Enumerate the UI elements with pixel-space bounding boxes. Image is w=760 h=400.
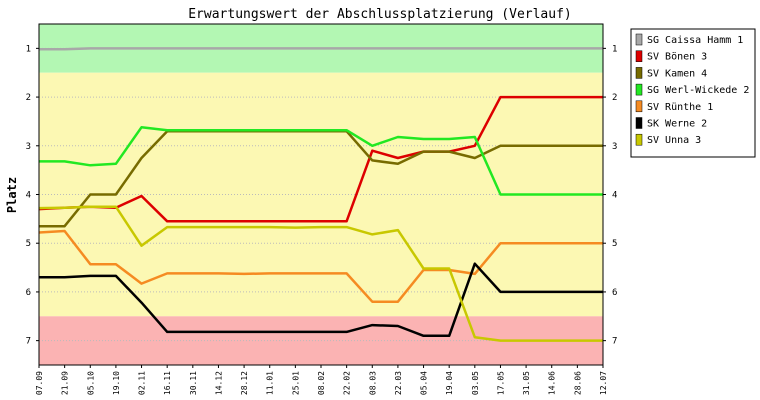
x-tick-label: 08.02 <box>317 371 326 395</box>
x-tick-label: 12.07 <box>599 371 608 395</box>
x-tick-label: 28.12 <box>240 371 249 395</box>
y-tick-label-right: 1 <box>612 44 617 54</box>
legend: SG Caissa Hamm 1 SV Bönen 3 SV Kamen 4 SG W… <box>630 28 756 158</box>
x-tick-label: 28.06 <box>573 371 582 395</box>
x-tick-label: 19.04 <box>445 371 454 395</box>
y-tick-label: 3 <box>26 142 31 152</box>
series-line-6 <box>38 205 603 342</box>
y-tick-label-right: 4 <box>612 191 617 201</box>
y-tick-label: 4 <box>26 191 31 201</box>
y-tick-label: 2 <box>26 93 31 103</box>
y-ticks-right: 1 2 3 4 5 6 7 <box>603 44 617 347</box>
x-tick-label: 03.05 <box>471 371 480 395</box>
legend-label: SV Kamen 4 <box>647 68 707 79</box>
x-tick-label: 17.05 <box>496 371 505 395</box>
series-line-3 <box>39 126 603 196</box>
x-tick-label: 02.11 <box>138 371 147 395</box>
y-axis-label: Platz <box>5 177 19 213</box>
series-line-1 <box>38 95 603 223</box>
y-tick-label: 7 <box>26 337 31 347</box>
legend-swatch <box>635 67 643 79</box>
legend-label: SG Caissa Hamm 1 <box>647 35 743 46</box>
x-tick-label: 05.10 <box>86 371 95 395</box>
x-tick-label: 14.12 <box>214 371 223 395</box>
legend-label: SV Unna 3 <box>647 135 701 146</box>
legend-label: SV Rünthe 1 <box>647 102 713 113</box>
legend-box <box>630 28 756 158</box>
legend-swatch <box>635 83 643 96</box>
y-tick-label: 5 <box>26 239 31 249</box>
chart-title: Erwartungswert der Abschlussplatzierung … <box>188 7 572 22</box>
series-line-5 <box>39 262 603 338</box>
y-tick-label-right: 3 <box>612 142 617 152</box>
legend-label: SK Werne 2 <box>647 119 707 130</box>
series-line-0 <box>39 47 603 51</box>
x-tick-label: 22.03 <box>394 371 403 395</box>
y-tick-label: 6 <box>26 288 31 298</box>
x-tick-label: 31.05 <box>522 371 531 395</box>
x-tick-label: 16.11 <box>163 371 172 395</box>
legend-swatch <box>635 133 643 146</box>
y-tick-label-right: 7 <box>612 337 617 347</box>
legend-label: SV Bönen 3 <box>647 52 707 63</box>
series-line-4 <box>38 229 603 303</box>
legend-label: SG Werl-Wickede 2 <box>647 85 749 96</box>
x-tick-label: 22.02 <box>343 371 352 395</box>
series-lines <box>38 47 603 342</box>
y-ticks-left: 1 2 3 4 5 6 7 <box>26 44 39 347</box>
legend-swatch <box>635 33 643 46</box>
x-tick-label: 07.09 <box>35 371 44 395</box>
legend-swatch <box>635 117 643 129</box>
x-tick-label: 08.03 <box>368 371 377 395</box>
y-tick-label-right: 5 <box>612 239 617 249</box>
y-tick-label-right: 2 <box>612 93 617 103</box>
y-tick-label-right: 6 <box>612 288 617 298</box>
x-tick-label: 25.01 <box>291 371 300 395</box>
x-tick-label: 11.01 <box>266 371 275 395</box>
x-tick-label: 05.04 <box>420 371 429 395</box>
x-tick-label: 14.06 <box>548 371 557 395</box>
legend-swatch <box>635 100 643 113</box>
legend-swatch <box>635 50 643 62</box>
x-tick-label: 19.10 <box>112 371 121 395</box>
grid <box>39 47 603 342</box>
x-ticks: 07.09 21.09 05.10 19.10 02.11 16.11 30.11 14.12… <box>35 365 608 395</box>
y-tick-label: 1 <box>26 44 31 54</box>
x-tick-label: 30.11 <box>189 371 198 395</box>
x-tick-label: 21.09 <box>61 371 70 395</box>
